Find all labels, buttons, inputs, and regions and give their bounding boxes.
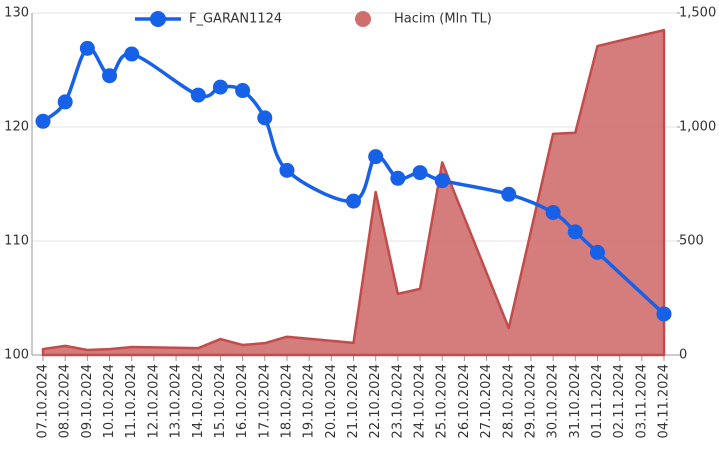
x-tick-label: 16.10.2024 <box>235 364 250 438</box>
legend-label: Hacim (Mln TL) <box>394 12 492 27</box>
y2-tick-label: 1,500 <box>679 6 716 21</box>
x-tick-label: 29.10.2024 <box>523 364 538 438</box>
x-tick-label: 01.11.2024 <box>590 364 605 438</box>
point <box>412 165 428 181</box>
legend-marker <box>355 11 371 27</box>
x-tick-label: 10.10.2024 <box>102 364 117 438</box>
x-tick-label: 28.10.2024 <box>501 364 516 438</box>
x-tick-label: 11.10.2024 <box>124 364 139 438</box>
point <box>35 113 51 129</box>
x-tick-label: 31.10.2024 <box>568 364 583 438</box>
x-tick-label: 24.10.2024 <box>413 364 428 438</box>
point <box>434 173 450 189</box>
x-tick-label: 27.10.2024 <box>479 364 494 438</box>
x-tick-label: 17.10.2024 <box>257 364 272 438</box>
point <box>190 87 206 103</box>
legend-label: F_GARAN1124 <box>189 12 282 27</box>
x-tick-label: 18.10.2024 <box>279 364 294 438</box>
x-tick-label: 04.11.2024 <box>657 364 672 438</box>
x-tick-label: 26.10.2024 <box>457 364 472 438</box>
y2-tick-label: 500 <box>679 234 704 249</box>
legend-marker <box>150 11 166 27</box>
x-tick-label: 30.10.2024 <box>546 364 561 438</box>
y2-tick-label: 0 <box>679 348 687 363</box>
point <box>501 186 517 202</box>
x-tick-label: 14.10.2024 <box>191 364 206 438</box>
x-tick-label: 21.10.2024 <box>346 364 361 438</box>
point <box>257 110 273 126</box>
point <box>212 79 228 95</box>
x-tick-label: 12.10.2024 <box>146 364 161 438</box>
point <box>79 40 95 56</box>
point <box>368 149 384 165</box>
x-tick-label: 25.10.2024 <box>435 364 450 438</box>
point <box>567 224 583 240</box>
x-tick-label: 07.10.2024 <box>36 364 51 438</box>
point <box>545 205 561 220</box>
y-tick-label: 130 <box>4 6 29 21</box>
y2-tick-label: 1,000 <box>679 120 716 135</box>
point <box>346 193 361 209</box>
point <box>589 244 605 260</box>
x-tick-label: 13.10.2024 <box>169 364 184 438</box>
x-tick-label: 19.10.2024 <box>302 364 317 438</box>
point <box>390 170 406 186</box>
point <box>57 94 73 110</box>
y-tick-label: 120 <box>4 120 29 135</box>
point <box>656 306 672 322</box>
y-tick-label: 110 <box>4 234 29 249</box>
area <box>41 28 666 357</box>
y-tick-label: 100 <box>4 348 29 363</box>
x-tick-label: 09.10.2024 <box>80 364 95 438</box>
point <box>124 46 140 62</box>
x-tick-label: 15.10.2024 <box>213 364 228 438</box>
x-tick-label: 08.10.2024 <box>58 364 73 438</box>
x-tick-label: 23.10.2024 <box>390 364 405 438</box>
point <box>235 83 251 99</box>
x-tick-label: 03.11.2024 <box>634 364 649 438</box>
point <box>279 162 295 178</box>
x-tick-label: 02.11.2024 <box>612 364 627 438</box>
x-tick-label: 22.10.2024 <box>368 364 383 438</box>
x-tick-label: 20.10.2024 <box>324 364 339 438</box>
point <box>102 68 118 84</box>
